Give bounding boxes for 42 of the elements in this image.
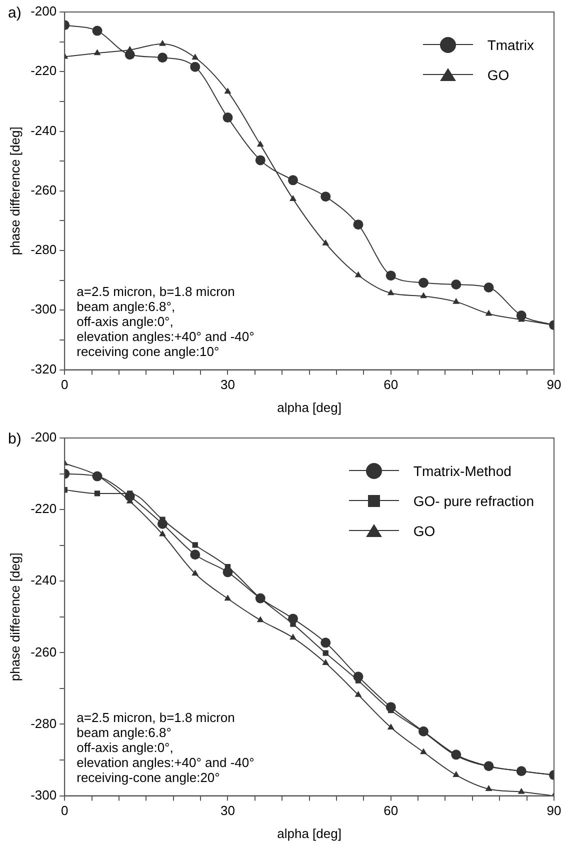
annotation: elevation angles:+40° and -40° [76, 328, 254, 344]
x-tick-label: 30 [220, 377, 235, 392]
x-tick-label: 60 [384, 803, 398, 818]
legend-label: GO- pure refraction [413, 493, 534, 509]
y-tick-label: -200 [30, 4, 57, 19]
legend-label: Tmatrix [487, 37, 534, 53]
x-tick-label: 90 [546, 377, 562, 392]
legend-label: GO [487, 67, 510, 83]
y-tick-label: -240 [30, 122, 57, 138]
annotation: off-axis angle:0°, [76, 740, 174, 755]
y-tick-label: -260 [30, 182, 57, 198]
y-axis-title: phase difference [deg] [7, 126, 22, 256]
x-axis-title: alpha [deg] [277, 826, 342, 841]
annotation: off-axis angle:0°, [76, 314, 174, 329]
x-tick-label: 30 [220, 803, 235, 818]
y-tick-label: -260 [30, 644, 57, 660]
x-axis-title: alpha [deg] [277, 400, 342, 415]
annotation: a=2.5 micron, b=1.8 micron [76, 710, 235, 725]
y-tick-label: -320 [30, 361, 57, 376]
y-tick-label: -300 [30, 302, 57, 317]
chart-title: a) [8, 4, 22, 22]
y-tick-label: -220 [30, 501, 57, 516]
x-tick-label: 0 [61, 377, 68, 392]
annotation: receiving cone angle:10° [76, 344, 220, 359]
x-tick-label: 0 [61, 803, 68, 818]
legend-label: Tmatrix-Method [413, 463, 512, 479]
annotation: a=2.5 micron, b=1.8 micron [76, 284, 235, 299]
annotation: beam angle:6.8°, [76, 298, 176, 314]
y-tick-label: -300 [30, 787, 57, 802]
y-tick-label: -220 [30, 63, 57, 78]
x-tick-label: 60 [384, 377, 398, 392]
chart-title: b) [8, 430, 22, 448]
y-axis-title: phase difference [deg] [7, 552, 22, 682]
y-tick-label: -280 [30, 716, 57, 731]
x-tick-label: 90 [546, 803, 562, 818]
annotation: receiving-cone angle:20° [76, 770, 220, 785]
annotation: elevation angles:+40° and -40° [76, 754, 254, 770]
legend-label: GO [413, 523, 436, 539]
y-tick-label: -280 [30, 242, 57, 258]
y-tick-label: -200 [30, 430, 57, 445]
annotation: beam angle:6.8° [76, 724, 172, 740]
y-tick-label: -240 [30, 572, 57, 588]
